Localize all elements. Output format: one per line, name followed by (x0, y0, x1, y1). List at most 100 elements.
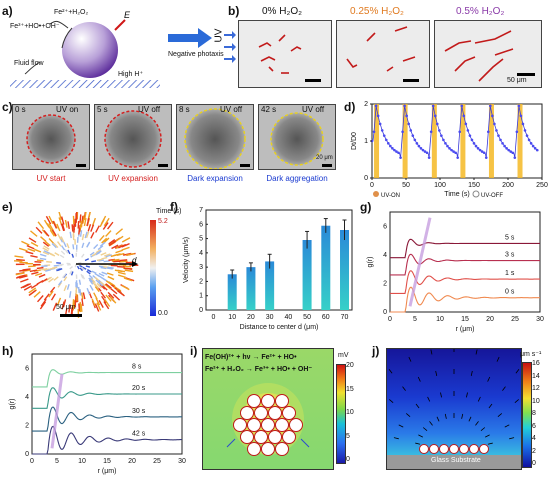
d-point-114 (486, 130, 490, 134)
j-flow-arrow (480, 427, 486, 431)
f-ytick-label-6: 6 (199, 221, 203, 228)
f-ytick-label-3: 3 (199, 264, 203, 271)
d-point-140 (513, 156, 517, 159)
g-curve-label-3: 0 s (505, 289, 515, 296)
d-point-80 (452, 150, 455, 153)
b-scalebar-0 (305, 79, 321, 82)
d-point-142 (515, 130, 519, 134)
c-state-1: UV off (138, 105, 161, 114)
j-flow-arrow (497, 413, 503, 417)
sphere-particle (62, 22, 118, 78)
d-point-150 (523, 129, 527, 132)
d-point-8 (378, 122, 382, 126)
c-time-2: 8 s (179, 105, 190, 114)
d-plot-area (371, 103, 543, 179)
j-flow-arrow (475, 421, 479, 426)
d-point-42 (413, 138, 417, 142)
d-point-96 (468, 134, 472, 137)
j-flow-arrow (418, 434, 423, 438)
d-point-50 (421, 148, 425, 152)
panel-b-label: b) (228, 4, 240, 18)
g-ytick-label-2: 4 (383, 252, 387, 259)
j-flow-field: Glass Substrate (386, 348, 522, 470)
i-unit: mV (338, 352, 349, 359)
d-point-78 (450, 148, 453, 152)
c-image-2 (176, 104, 254, 170)
f-ytick-label-2: 2 (199, 278, 203, 285)
j-flow-arrow (477, 396, 481, 402)
g-curve-1 (390, 253, 540, 276)
light-ray (114, 19, 126, 31)
f-bar-1 (246, 267, 256, 310)
i-cb-tick-1: 15 (346, 385, 354, 393)
uv-label: UV (213, 28, 225, 43)
j-flow-arrow (470, 370, 473, 376)
c-scale-label: 20 μm (316, 155, 333, 161)
d-point-112 (484, 156, 488, 159)
d-xlabel: Time (s) (444, 191, 469, 198)
f-xtick-label-2: 20 (247, 314, 255, 321)
d-point-160 (533, 147, 537, 150)
j-flow-arrow (440, 392, 442, 398)
photaxis-label: Negative photaxis (168, 51, 224, 58)
panel-f-label: f) (170, 200, 178, 214)
j-flow-arrow (402, 386, 406, 391)
h-xtick-label-4: 20 (128, 458, 136, 465)
d-uv-band-4 (488, 104, 494, 178)
d-point-12 (382, 134, 386, 137)
j-particle (449, 444, 459, 454)
b-title-0: 0% H₂O₂ (262, 6, 302, 17)
d-point-6 (376, 114, 380, 118)
d-point-132 (505, 147, 508, 150)
i-particle (247, 394, 261, 408)
c-image-1 (94, 104, 172, 170)
b-scale-label: 50 μm (507, 77, 527, 84)
d-point-162 (535, 148, 539, 152)
d-point-22 (393, 148, 396, 152)
j-cb-tick-7: 2 (532, 447, 536, 455)
g-xtick-label-5: 25 (511, 316, 519, 323)
j-flow-arrow (468, 416, 472, 422)
d-point-60 (431, 104, 435, 108)
e-d-label: d (132, 256, 137, 265)
e-cb-max: 5.2 (158, 218, 168, 225)
h-curve-label-0: 8 s (132, 364, 142, 371)
j-flow-arrow (504, 424, 510, 428)
j-particle (419, 444, 429, 454)
panel-d-label: d) (344, 100, 356, 114)
b-image-1 (336, 20, 430, 88)
g-ytick-label-0: 0 (383, 309, 387, 316)
i-cb-tick-2: 10 (346, 409, 354, 416)
c-state-2: UV off (220, 105, 243, 114)
j-flow-arrow (502, 386, 506, 391)
f-ytick-label-1: 1 (199, 293, 203, 300)
j-flow-arrow (444, 413, 447, 419)
d-point-74 (446, 144, 449, 148)
b-scalebar-2 (517, 73, 535, 76)
panel-i-label: i) (190, 344, 198, 358)
h-xtick-label-5: 25 (153, 458, 161, 465)
i-particle (240, 430, 254, 444)
d-point-4 (374, 104, 378, 108)
i-cb-tick-3: 5 (346, 432, 350, 440)
h-ylabel: g(r) (9, 399, 16, 410)
i-particle (254, 430, 268, 444)
panel-c: 0 s UV on UV start 5 s UV off UV expansion 8 s… (12, 104, 342, 190)
d-point-40 (411, 134, 415, 137)
chart-f: 0 10 20 30 40 50 60 70 0 1 2 3 4 5 6 7 Distance to cente… (183, 207, 353, 331)
c-scalebar-2 (240, 164, 250, 167)
d-point-30 (401, 130, 404, 134)
e-scale-label: 50 μm (56, 304, 76, 311)
j-particle (479, 444, 489, 454)
i-particle (261, 394, 275, 408)
d-point-156 (529, 142, 533, 145)
j-flow-arrow (515, 368, 520, 374)
d-point-46 (417, 144, 421, 148)
h-ytick-label-1: 2 (25, 422, 29, 429)
c-caption-1: UV expansion (108, 174, 158, 183)
d-point-68 (440, 134, 443, 137)
d-point-10 (380, 129, 384, 132)
e-radius-arrowhead (132, 261, 138, 267)
j-cb-tick-1: 14 (532, 372, 540, 380)
j-particle (429, 444, 439, 454)
